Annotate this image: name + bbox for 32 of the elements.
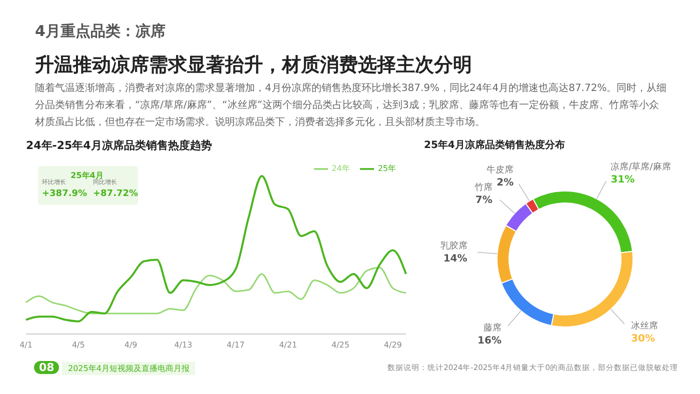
slice-label: 竹席 [474, 182, 492, 194]
annotation: +87.72% [93, 189, 138, 200]
slice-label: 藤席 [483, 322, 502, 334]
x-tick-label: 4/1 [20, 340, 32, 350]
text: 升温推动凉席需求显著抬升，材质消费选择主次分明 [35, 53, 472, 78]
data-label: 14% [443, 253, 468, 264]
x-tick-label: 4/5 [72, 340, 85, 350]
x-tick-label: 4/13 [174, 340, 192, 350]
x-tick-label: 4/25 [332, 340, 350, 350]
text: 4月重点品类：凉席 [35, 22, 166, 41]
legend-label: 24年 [332, 164, 350, 174]
chart-title: 25年4月凉席品类销售热度分布 [424, 138, 565, 152]
data-label: 16% [478, 336, 502, 347]
slice-label: 凉席/草席/麻席 [610, 161, 671, 172]
annotation: 25年4月 [70, 171, 104, 180]
chart-title: 24年-25年4月凉席品类销售热度趋势 [26, 138, 212, 153]
text: 2025年4月短视频及直播电商月报 [62, 362, 196, 375]
x-tick-label: 4/9 [124, 340, 138, 350]
slice-label: 牛皮席 [486, 164, 514, 176]
x-tick-label: 4/17 [226, 340, 245, 350]
x-tick-label: 4/29 [384, 340, 402, 350]
data-label: 2% [496, 178, 514, 189]
annotation: +387.9% [42, 189, 88, 200]
data-label: 30% [631, 333, 656, 344]
x-tick-label: 4/21 [279, 340, 298, 350]
slice-label: 冰丝席 [631, 320, 658, 332]
text: 08 [34, 361, 60, 374]
legend-label: 25年 [378, 164, 396, 174]
data-label: 7% [475, 195, 492, 206]
slice-label: 乳胶席 [440, 240, 468, 252]
text: 随着气温逐渐增高，消费者对凉席的需求显著增加，4月份凉席的销售热度环比增长387.9%，同比24年4月的增速也高达87.72%。同时，从细分品类销售分布来看，“凉席/草席/麻席”、“冰丝席”这两个细分品类占比较高，达到3成；乳胶席、藤席等也有一定份额，牛皮席、竹席等小众材质虽占比低，但也存在一定市场需求。说明凉席品类下，消费者选择多元化，且头部材质主导市场。 [35, 82, 667, 130]
data-label: 31% [610, 174, 635, 186]
